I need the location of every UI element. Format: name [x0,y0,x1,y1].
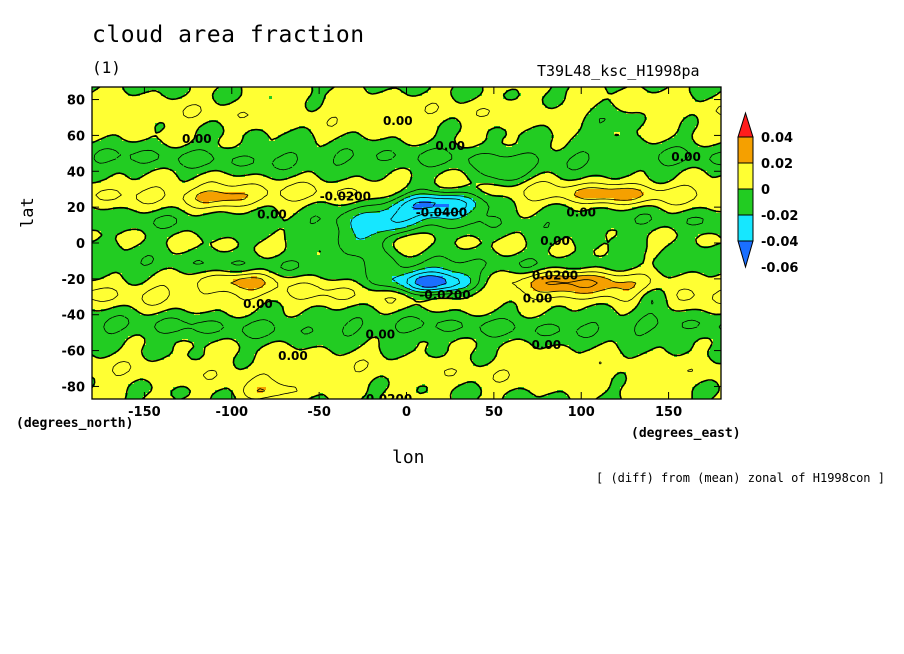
contour-label: 0.00 [566,206,596,220]
colorbar-label: 0 [761,183,770,198]
colorbar-legend: 0.04 0.02 0 -0.02 -0.04 -0.06 [738,113,798,276]
contour-label: -0.0200 [419,288,470,302]
contour-label: 0.00 [523,292,553,306]
x-tick-label: 150 [655,405,682,420]
contour-label: 0.00 [383,114,413,128]
colorbar-segment [738,137,753,163]
contour-label: 0.00 [278,349,308,363]
contour-label: 0.00 [243,297,273,311]
contour-label: 0.00 [671,150,701,164]
colorbar-label: 0.04 [761,131,793,146]
contour-label: 0.00 [540,234,570,248]
contour-label: 0.00 [435,139,465,153]
colorbar-segment [738,215,753,241]
colorbar-top-arrow [738,113,753,137]
contour-label: -0.0200 [320,189,371,203]
contour-label: 0.00 [365,327,395,341]
contour-label: 0.0200 [532,268,578,282]
y-tick-label: 0 [76,237,85,252]
y-tick-label: 80 [67,94,85,109]
colorbar-label: -0.04 [761,235,798,250]
x-tick-label: -150 [128,405,161,420]
y-tick-label: -20 [62,273,86,288]
x-tick-label: -100 [216,405,249,420]
x-tick-label: 100 [568,405,595,420]
y-tick-label: 40 [67,165,85,180]
colorbar-segment [738,189,753,215]
y-tick-label: -80 [62,380,86,395]
y-tick-label: 60 [67,129,85,144]
x-tick-label: -50 [307,405,331,420]
contour-label: 0.00 [531,338,561,352]
contour-label: 0.00 [182,132,212,146]
colorbar-bottom-arrow [738,241,753,267]
y-tick-label: -60 [62,345,86,360]
colorbar-label: -0.02 [761,209,798,224]
y-tick-label: -40 [62,309,86,324]
colorbar-label: 0.02 [761,157,793,172]
x-tick-label: 0 [402,405,411,420]
y-tick-label: 20 [67,201,85,216]
colorbar-label: -0.06 [761,261,798,276]
contour-label: 0.0200 [366,392,412,406]
contour-label: -0.0400 [416,206,467,220]
colorbar-segment [738,163,753,189]
x-tick-label: 50 [485,405,503,420]
contour-label: 0.00 [257,207,287,221]
